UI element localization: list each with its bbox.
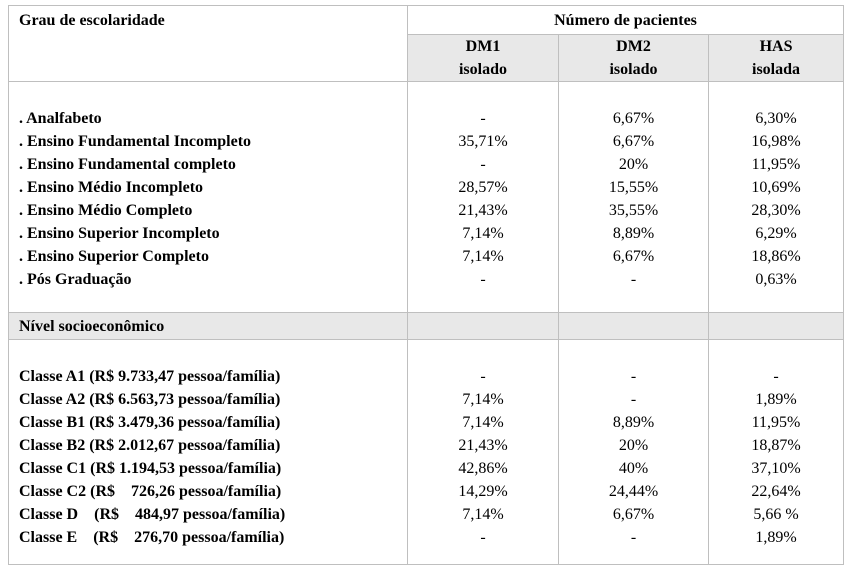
education-row-has-1: 16,98% (751, 133, 801, 150)
socio-row-dm2-0: - (630, 368, 637, 385)
education-row-dm1-7: - (480, 271, 486, 288)
socio-row-dm2-1: - (630, 391, 637, 408)
socio-row-has-6: 5,66 % (753, 506, 799, 523)
education-row-label-6: . Ensino Superior Completo (19, 248, 209, 265)
socio-row-label-1: Classe A2 (R$ 6.563,73 pessoa/família) (19, 391, 281, 408)
socio-row-dm2-5: 24,44% (608, 483, 659, 500)
education-row-dm1-0: - (480, 110, 486, 127)
socio-row-dm2-3: 20% (618, 437, 649, 454)
header-dm2-line1: DM2 (616, 38, 651, 55)
education-row-dm2-3: 15,55% (608, 179, 659, 196)
socio-row-dm2-6: 6,67% (612, 506, 655, 523)
education-row-label-1: . Ensino Fundamental Incompleto (19, 133, 252, 150)
education-row-dm1-2: - (480, 156, 486, 173)
education-row-has-5: 6,29% (755, 225, 797, 242)
education-row-has-6: 18,86% (751, 248, 801, 265)
socio-row-dm1-0: - (480, 368, 486, 385)
socio-row-dm2-4: 40% (618, 460, 649, 477)
socio-dm2-values: - - 8,89% 20% 40% 24,44% 6,67% - (558, 339, 709, 565)
header-dm2: DM2 isolado (558, 34, 709, 82)
socio-row-label-7: Classe E (R$ 276,70 pessoa/família) (19, 529, 285, 546)
education-row-has-3: 10,69% (751, 179, 801, 196)
education-section: . Analfabeto . Ensino Fundamental Incompl… (8, 81, 845, 313)
socio-row-dm1-5: 14,29% (458, 483, 508, 500)
socio-row-has-0: - (773, 368, 779, 385)
socio-row-dm1-7: - (480, 529, 486, 546)
data-table-container: Grau de escolaridade Número de pacientes… (8, 5, 845, 568)
education-labels: . Analfabeto . Ensino Fundamental Incompl… (8, 81, 408, 313)
education-row-label-0: . Analfabeto (19, 110, 102, 127)
header-has-line2: isolada (752, 61, 801, 78)
education-row-dm2-7: - (630, 271, 637, 288)
socio-row-label-2: Classe B1 (R$ 3.479,36 pessoa/família) (19, 414, 281, 431)
socio-row-dm1-1: 7,14% (462, 391, 504, 408)
socio-labels: Classe A1 (R$ 9.733,47 pessoa/família) Cl… (8, 339, 408, 565)
socio-row-label-6: Classe D (R$ 484,97 pessoa/família) (19, 506, 286, 523)
header-dm1: DM1 isolado (407, 34, 559, 82)
socio-row-has-4: 37,10% (751, 460, 801, 477)
education-row-has-0: 6,30% (755, 110, 797, 127)
header-has-line1: HAS (759, 38, 793, 55)
education-row-label-5: . Ensino Superior Incompleto (19, 225, 220, 242)
socio-row-has-2: 11,95% (751, 414, 801, 431)
education-row-dm2-2: 20% (618, 156, 649, 173)
socio-row-label-3: Classe B2 (R$ 2.012,67 pessoa/família) (19, 437, 281, 454)
education-row-dm1-3: 28,57% (458, 179, 508, 196)
socio-header-dm2-cell (558, 312, 709, 340)
socio-has-values: - 1,89% 11,95% 18,87% 37,10% 22,64% 5,66 % 1,89… (707, 339, 845, 565)
socio-row-dm1-6: 7,14% (462, 506, 504, 523)
socio-section: Classe A1 (R$ 9.733,47 pessoa/família) Cl… (8, 339, 845, 565)
socio-header-dm1-cell (407, 312, 559, 340)
education-dm1-values: - 35,71% - 28,57% 21,43% 7,14% 7,14% - (407, 81, 559, 313)
education-row-has-7: 0,63% (755, 271, 797, 288)
education-row-dm2-6: 6,67% (612, 248, 655, 265)
education-dm2-values: 6,67% 6,67% 20% 15,55% 35,55% 8,89% 6,67% - (558, 81, 709, 313)
socio-row-label-5: Classe C2 (R$ 726,26 pessoa/família) (19, 483, 282, 500)
education-row-dm2-1: 6,67% (612, 133, 655, 150)
socio-row-dm1-2: 7,14% (462, 414, 504, 431)
education-row-label-2: . Ensino Fundamental completo (19, 156, 236, 173)
socio-dm1-values: - 7,14% 7,14% 21,43% 42,86% 14,29% 7,14% - (407, 339, 559, 565)
socio-row-has-5: 22,64% (751, 483, 801, 500)
education-has-values: 6,30% 16,98% 11,95% 10,69% 28,30% 6,29% 18,86%… (707, 81, 845, 313)
header-dm2-line2: isolado (609, 61, 658, 78)
header-numero-pacientes: Número de pacientes (406, 5, 845, 35)
education-row-dm2-0: 6,67% (612, 110, 655, 127)
education-row-label-7: . Pós Graduação (19, 271, 132, 288)
socio-header: Nível socioeconômico (8, 312, 408, 340)
socio-row-has-3: 18,87% (751, 437, 801, 454)
socio-row-has-7: 1,89% (755, 529, 797, 546)
socio-row-dm2-2: 8,89% (612, 414, 655, 431)
header-has: HAS isolada (707, 34, 845, 82)
education-row-label-3: . Ensino Médio Incompleto (19, 179, 204, 196)
socio-row-label-0: Classe A1 (R$ 9.733,47 pessoa/família) (19, 368, 281, 385)
patients-table: Grau de escolaridade Número de pacientes… (8, 5, 845, 565)
socio-row-has-1: 1,89% (755, 391, 797, 408)
education-row-dm1-1: 35,71% (458, 133, 508, 150)
socio-row-label-4: Classe C1 (R$ 1.194,53 pessoa/família) (19, 460, 282, 477)
education-row-has-2: 11,95% (751, 156, 801, 173)
header-dm1-line1: DM1 (465, 38, 501, 55)
socio-row-dm1-4: 42,86% (458, 460, 508, 477)
education-row-dm1-4: 21,43% (458, 202, 508, 219)
socio-row-dm1-3: 21,43% (458, 437, 508, 454)
education-row-dm1-6: 7,14% (462, 248, 504, 265)
education-row-has-4: 28,30% (751, 202, 801, 219)
socio-header-has-cell (707, 312, 845, 340)
header-dm1-line2: isolado (458, 61, 507, 78)
header-grau-escolaridade: Grau de escolaridade (8, 5, 408, 82)
education-row-dm2-5: 8,89% (612, 225, 655, 242)
socio-row-dm2-7: - (630, 529, 637, 546)
education-row-dm1-5: 7,14% (462, 225, 504, 242)
education-row-label-4: . Ensino Médio Completo (19, 202, 193, 219)
education-row-dm2-4: 35,55% (608, 202, 659, 219)
